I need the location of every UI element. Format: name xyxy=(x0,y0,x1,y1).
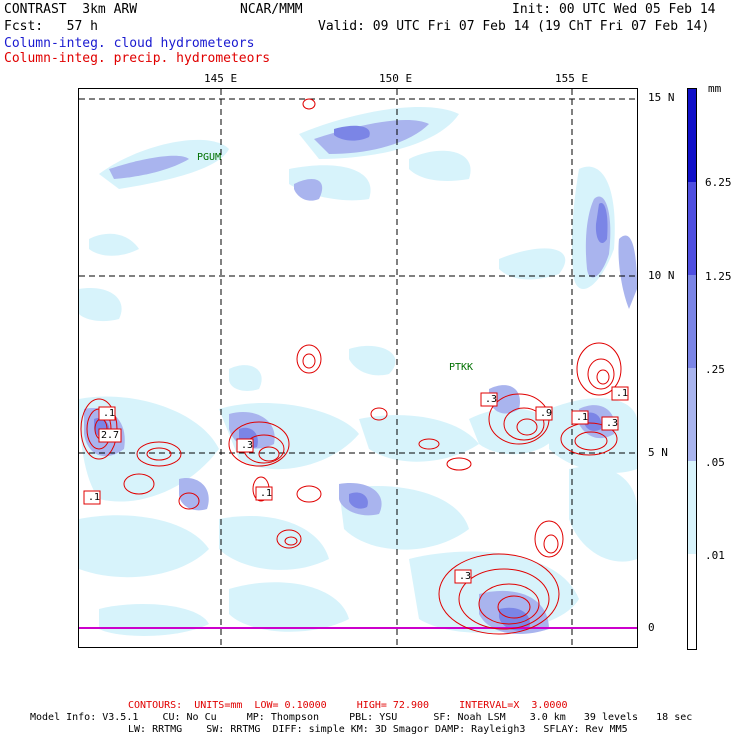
colorbar-tick: 6.25 xyxy=(705,176,732,189)
lat-label-5n: 5 N xyxy=(648,446,668,459)
colorbar-segment xyxy=(688,461,696,554)
station-label-ptkk: PTKK xyxy=(449,362,474,373)
colorbar-tick: .01 xyxy=(705,549,725,562)
contour-label-boxes xyxy=(83,386,629,584)
colorbar xyxy=(687,88,697,650)
contour-label: .3 xyxy=(485,394,498,405)
contour-label: .1 xyxy=(88,492,101,503)
lat-label-10n: 10 N xyxy=(648,269,675,282)
lon-label-145: 145 E xyxy=(204,72,238,85)
contour-label: .1 xyxy=(260,488,273,499)
contour-label: .1 xyxy=(616,388,629,399)
footer-contour-info: CONTOURS: UNITS=mm LOW= 0.10000 HIGH= 72… xyxy=(128,700,568,711)
header-title: CONTRAST 3km ARW xyxy=(4,2,138,17)
contour-label: .3 xyxy=(459,571,472,582)
contour-label: .3 xyxy=(606,418,619,429)
footer-model-info: Model Info: V3.5.1 CU: No Cu MP: Thompso… xyxy=(30,712,693,723)
colorbar-segment xyxy=(688,182,696,275)
colorbar-segment xyxy=(688,368,696,461)
contour-label: .9 xyxy=(540,408,553,419)
contour-label: 2.7 xyxy=(101,430,120,441)
lon-label-155: 155 E xyxy=(555,72,589,85)
contour-label: .1 xyxy=(103,408,116,419)
lon-label-150: 150 E xyxy=(379,72,413,85)
colorbar-unit: mm xyxy=(708,82,722,95)
legend-precip-hydrometeors: Column-integ. precip. hydrometeors xyxy=(4,51,271,66)
header-forecast-hour: Fcst: 57 h xyxy=(4,19,98,34)
header-org: NCAR/MMM xyxy=(240,2,303,17)
map-graphic xyxy=(79,89,637,647)
hydrometeor-map: .1 2.7 .1 .3 .1 .3 .9 .1 .3 .1 .3 PGUM P… xyxy=(78,88,638,648)
colorbar-tick: .25 xyxy=(705,363,725,376)
header-valid-time: Valid: 09 UTC Fri 07 Feb 14 (19 ChT Fri … xyxy=(318,19,710,34)
contour-label: .3 xyxy=(241,440,254,451)
colorbar-tick: .05 xyxy=(705,456,725,469)
colorbar-segment xyxy=(688,89,696,182)
footer-physics-info: LW: RRTMG SW: RRTMG DIFF: simple KM: 3D … xyxy=(128,724,628,735)
header-init: Init: 00 UTC Wed 05 Feb 14 xyxy=(512,2,716,17)
colorbar-segment xyxy=(688,554,696,649)
lat-label-0: 0 xyxy=(648,621,655,634)
contour-label: .1 xyxy=(576,412,589,423)
lat-label-15n: 15 N xyxy=(648,91,675,104)
graticule xyxy=(79,89,637,647)
station-label-pgum: PGUM xyxy=(197,152,222,163)
legend-cloud-hydrometeors: Column-integ. cloud hydrometeors xyxy=(4,36,255,51)
colorbar-tick: 1.25 xyxy=(705,270,732,283)
colorbar-segment xyxy=(688,275,696,368)
